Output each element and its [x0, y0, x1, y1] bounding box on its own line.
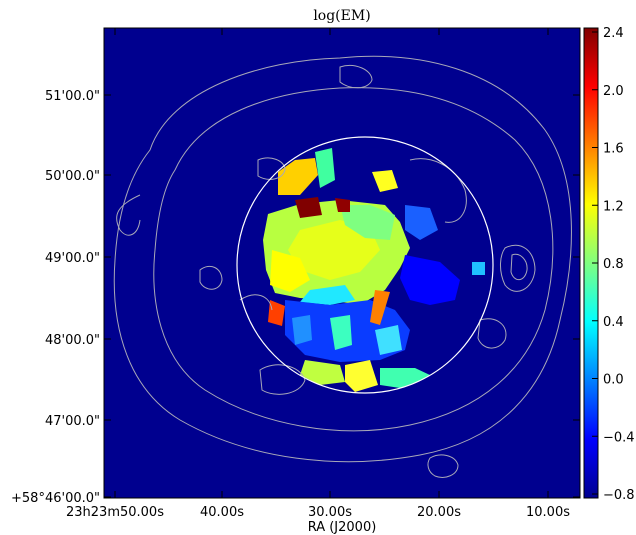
colorbar-tick-label: 1.6 — [603, 142, 624, 157]
contour-lines — [113, 55, 572, 478]
y-axis: +58°46'00.0" 47'00.0" 48'00.0" 49'00.0" 50'0… — [11, 89, 580, 506]
colorbar-tick-label: −0.8 — [603, 488, 635, 503]
y-tick-label: 51'00.0" — [45, 89, 100, 104]
colorbar-tick-label: 1.2 — [603, 199, 624, 214]
x-tick-label: 23h23m50.00s — [66, 505, 164, 520]
plot-frame — [103, 27, 581, 499]
x-tick-label: 20.00s — [417, 505, 461, 520]
x-tick-label: 10.00s — [526, 505, 570, 520]
colorbar-tick-label: 2.4 — [603, 26, 624, 41]
chart-title: log(EM) — [313, 8, 370, 24]
heatmap-patches — [237, 137, 493, 393]
region-circle — [236, 136, 494, 394]
x-axis: 23h23m50.00s 40.00s 30.00s 20.00s 10.00s — [66, 28, 570, 520]
x-tick-label: 40.00s — [200, 505, 244, 520]
colorbar-tick-label: 0.8 — [603, 257, 624, 272]
colorbar-tick-label: −0.4 — [603, 430, 635, 445]
y-tick-label: 49'00.0" — [45, 251, 100, 266]
colorbar-tick-label: 2.0 — [603, 84, 624, 99]
colorbar-ticks: 2.4 2.0 1.6 1.2 0.8 0.4 0.0 −0.4 −0.8 — [592, 26, 635, 503]
y-tick-label: +58°46'00.0" — [11, 491, 100, 506]
colorbar-tick-label: 0.0 — [603, 373, 624, 388]
y-tick-label: 47'00.0" — [45, 414, 100, 429]
y-tick-label: 48'00.0" — [45, 333, 100, 348]
y-tick-label: 50'00.0" — [45, 169, 100, 184]
x-axis-label: RA (J2000) — [308, 520, 377, 535]
x-tick-label: 30.00s — [308, 505, 352, 520]
colorbar-tick-label: 0.4 — [603, 315, 624, 330]
